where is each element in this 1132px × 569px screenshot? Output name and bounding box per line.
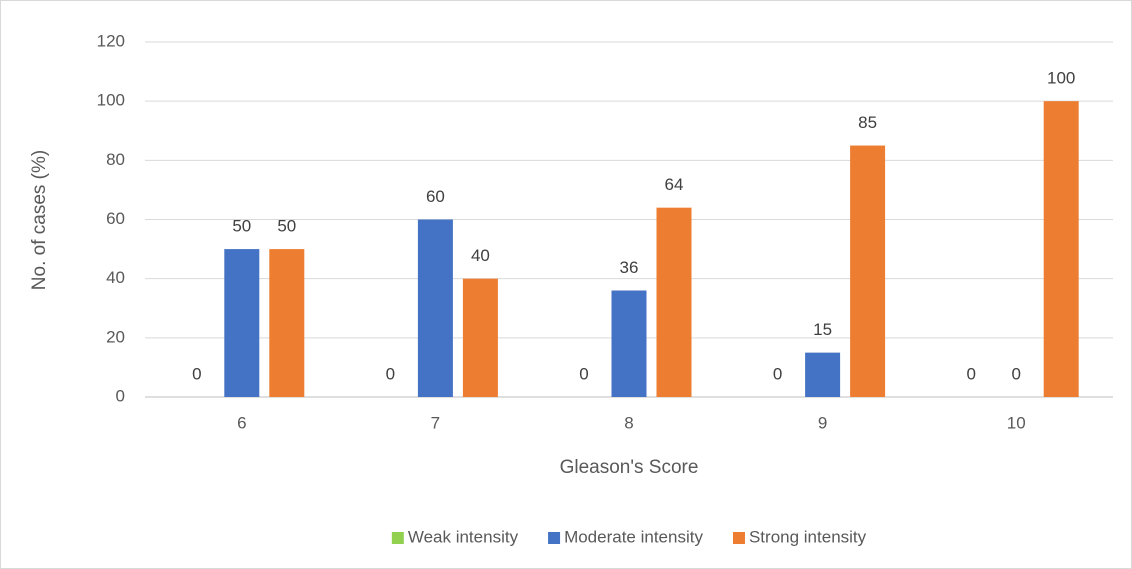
legend-swatch <box>732 532 745 544</box>
data-label: 64 <box>665 175 684 194</box>
legend-label: Weak intensity <box>408 527 519 546</box>
data-label: 60 <box>426 187 445 206</box>
data-label: 0 <box>1011 364 1020 383</box>
data-label: 85 <box>858 113 877 132</box>
data-label: 0 <box>579 364 588 383</box>
bar <box>1043 101 1079 398</box>
x-tick-label: 10 <box>1007 413 1026 432</box>
y-tick-label: 40 <box>106 268 125 287</box>
data-label: 50 <box>277 217 296 236</box>
data-label: 36 <box>620 258 639 277</box>
y-tick-label: 60 <box>106 209 125 228</box>
bar <box>850 145 886 397</box>
data-label: 50 <box>232 217 251 236</box>
x-tick-label: 8 <box>624 413 633 432</box>
x-axis-label: Gleason's Score <box>560 457 699 478</box>
data-label: 0 <box>386 364 395 383</box>
bar <box>269 249 305 397</box>
data-label: 0 <box>192 364 201 383</box>
x-tick-label: 7 <box>431 413 440 432</box>
y-tick-label: 120 <box>97 31 125 50</box>
bar <box>417 219 453 397</box>
data-label: 0 <box>966 364 975 383</box>
bar <box>805 352 841 397</box>
y-tick-label: 20 <box>106 327 125 346</box>
data-label: 0 <box>773 364 782 383</box>
data-label: 100 <box>1047 69 1075 88</box>
bar <box>656 207 692 397</box>
bar <box>224 249 260 397</box>
bar <box>611 290 647 397</box>
legend-swatch <box>391 532 404 544</box>
y-tick-label: 100 <box>97 91 125 110</box>
legend-label: Strong intensity <box>749 527 867 546</box>
data-label: 15 <box>813 320 832 339</box>
x-tick-label: 6 <box>237 413 246 432</box>
x-tick-label: 9 <box>818 413 827 432</box>
legend-swatch <box>548 532 561 544</box>
y-axis-label: No. of cases (%) <box>29 150 50 290</box>
legend-label: Moderate intensity <box>564 527 703 546</box>
y-tick-label: 0 <box>116 386 125 405</box>
data-label: 40 <box>471 246 490 265</box>
y-tick-label: 80 <box>106 150 125 169</box>
bar <box>462 278 498 397</box>
